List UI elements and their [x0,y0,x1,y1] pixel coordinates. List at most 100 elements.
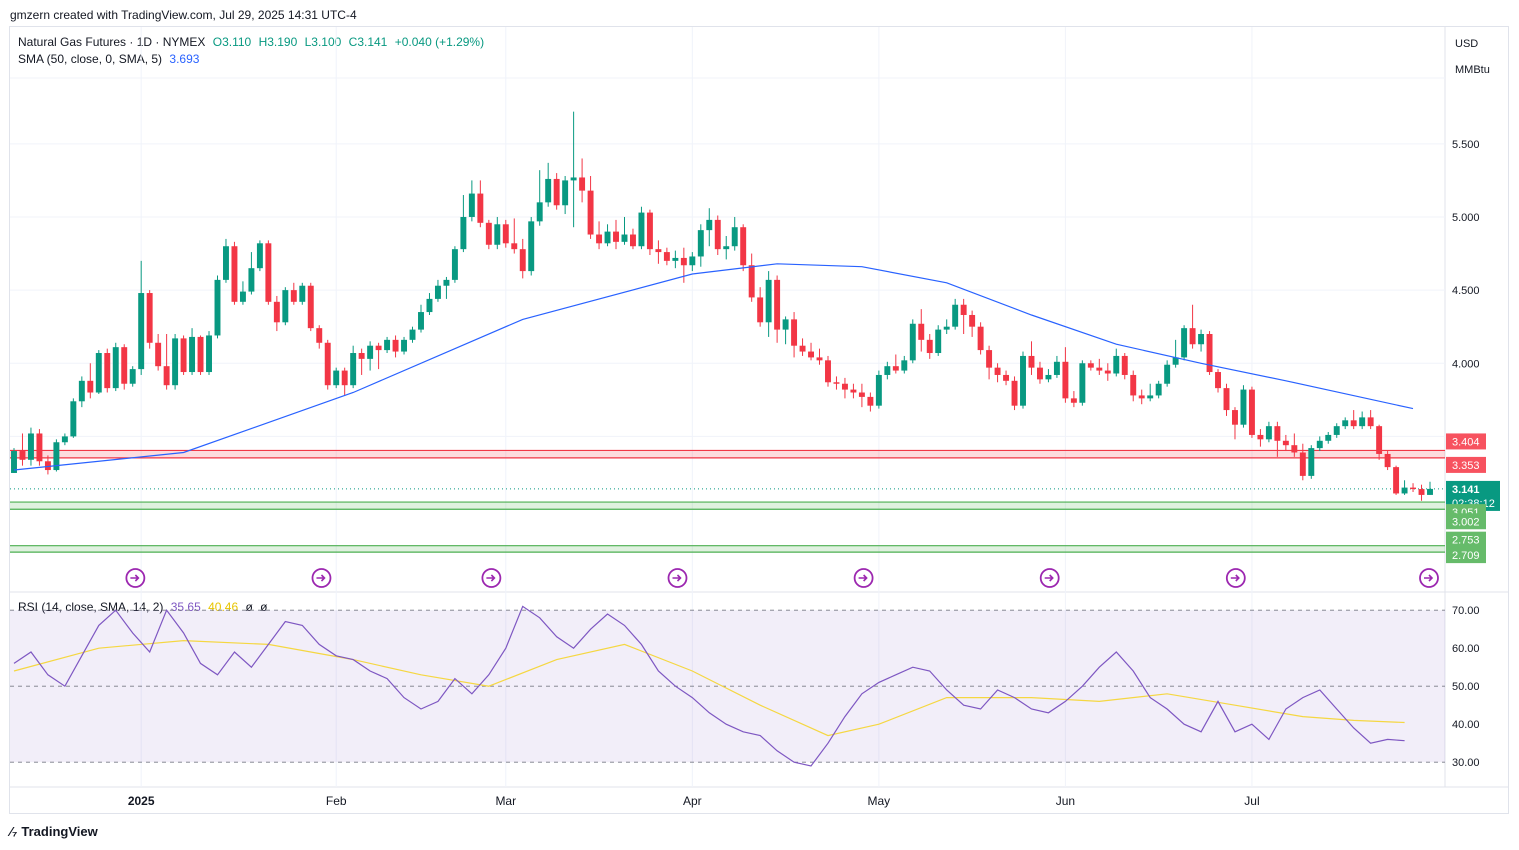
event-marker-icon[interactable] [1039,568,1060,588]
candle-body [909,323,916,361]
candle-body [333,370,340,386]
candle-body [282,290,289,323]
candle-body [316,328,323,343]
candle-body [613,231,619,242]
candle-body [477,193,484,223]
support2-top-badge: 2.753 [1452,535,1480,547]
candle-body [1036,367,1043,380]
candle-body [621,234,628,242]
sma-legend[interactable]: SMA (50, close, 0, SMA, 5) 3.693 [18,52,199,66]
candle-body [341,370,348,386]
candle-body [1087,363,1094,368]
currency-label[interactable]: USD [1455,38,1479,50]
candle-body [239,291,246,302]
candle-body [290,290,297,302]
change-value: +0.040 (+1.29%) [394,35,485,49]
candle-body [1147,395,1154,399]
candle-body [1418,489,1425,495]
candle-body [307,285,314,329]
candle-body [791,319,798,346]
price-tick-label: 4.500 [1452,285,1480,297]
candle-body [36,433,43,462]
event-marker-icon[interactable] [125,568,146,588]
candle-body [1172,357,1179,365]
open-value: O3.110 [212,35,252,49]
rsi-ma-path [13,639,1405,737]
main-legend[interactable]: Natural Gas Futures · 1D · NYMEX O3.110 … [18,35,484,49]
candle-body [494,224,501,245]
candle-body [426,298,433,313]
candle-body [214,279,221,336]
price-badges: 3.4043.3533.14102:38:123.0513.0022.7532.… [1446,433,1500,564]
candle-body [350,353,357,386]
candle-body [1427,488,1433,495]
event-markers[interactable] [125,568,1439,588]
candle-body [816,357,823,361]
candle-body [833,382,840,384]
sma-label: SMA (50, close, 0, SMA, 5) [18,52,163,66]
candle-body [1079,363,1086,403]
price-axis: 5.500 5.000 4.500 4.000 70.00 60.00 50.00 40.00… [1452,139,1480,769]
candle-body [969,314,976,327]
candle-body [1282,440,1289,446]
candle-body [1121,355,1128,375]
candle-body [587,190,594,235]
price-zones [10,449,1445,553]
event-marker-icon[interactable] [853,568,874,588]
candle-body [680,257,687,266]
sma-line [13,263,1414,471]
candle-body [926,339,933,354]
time-tick-label: Mar [495,794,516,808]
candle-body [875,374,882,406]
candle-body [223,246,229,280]
time-tick-label: Jul [1244,794,1259,808]
event-marker-icon[interactable] [311,568,332,588]
candle-body [1164,364,1171,384]
candle-body [1384,453,1391,468]
candle-body [1053,361,1060,375]
candle-body [553,178,560,206]
rsi-path [13,605,1405,767]
candle-body [765,279,772,323]
candle-body [324,342,331,386]
candle-body [19,451,26,460]
candle-body [1342,420,1349,427]
candle-body [61,436,68,443]
event-marker-icon[interactable] [1419,568,1439,588]
candle-body [892,366,899,371]
time-tick-label: May [868,794,891,808]
candle-body [1113,355,1120,374]
candle-body [172,338,179,386]
candle-body [1070,398,1077,403]
symbol-label: Natural Gas Futures · 1D · NYMEX [18,35,206,49]
candle-body [460,216,467,250]
candle-body [1240,389,1247,425]
resistance-bottom-badge-bg [1446,456,1486,473]
time-tick-label: Feb [326,794,347,808]
candle-body [78,380,85,402]
candle-body [1223,388,1230,411]
event-marker-arrow [858,574,868,582]
price-tick-label: 5.000 [1452,212,1480,224]
candle-body [180,338,187,373]
candle-body [1104,370,1111,374]
event-marker-icon[interactable] [1225,568,1246,588]
candle-body [935,329,942,354]
candle-body [858,392,865,397]
event-marker-icon[interactable] [667,568,688,588]
rsi-legend[interactable]: RSI (14, close, SMA, 14, 2) 35.65 40.46 … [18,600,268,614]
candle-body [579,177,586,191]
candle-body [44,461,51,471]
unit-label[interactable]: MMBtu [1455,64,1490,76]
candle-body [502,224,509,244]
event-marker-icon[interactable] [481,568,502,588]
candle-body [740,227,747,266]
candle-body [155,342,162,367]
candle-body [1155,383,1162,396]
candle-body [519,249,526,272]
candle-body [918,323,925,340]
candle-body [358,353,365,359]
candle-body [375,345,382,351]
candle-body [1333,426,1340,435]
